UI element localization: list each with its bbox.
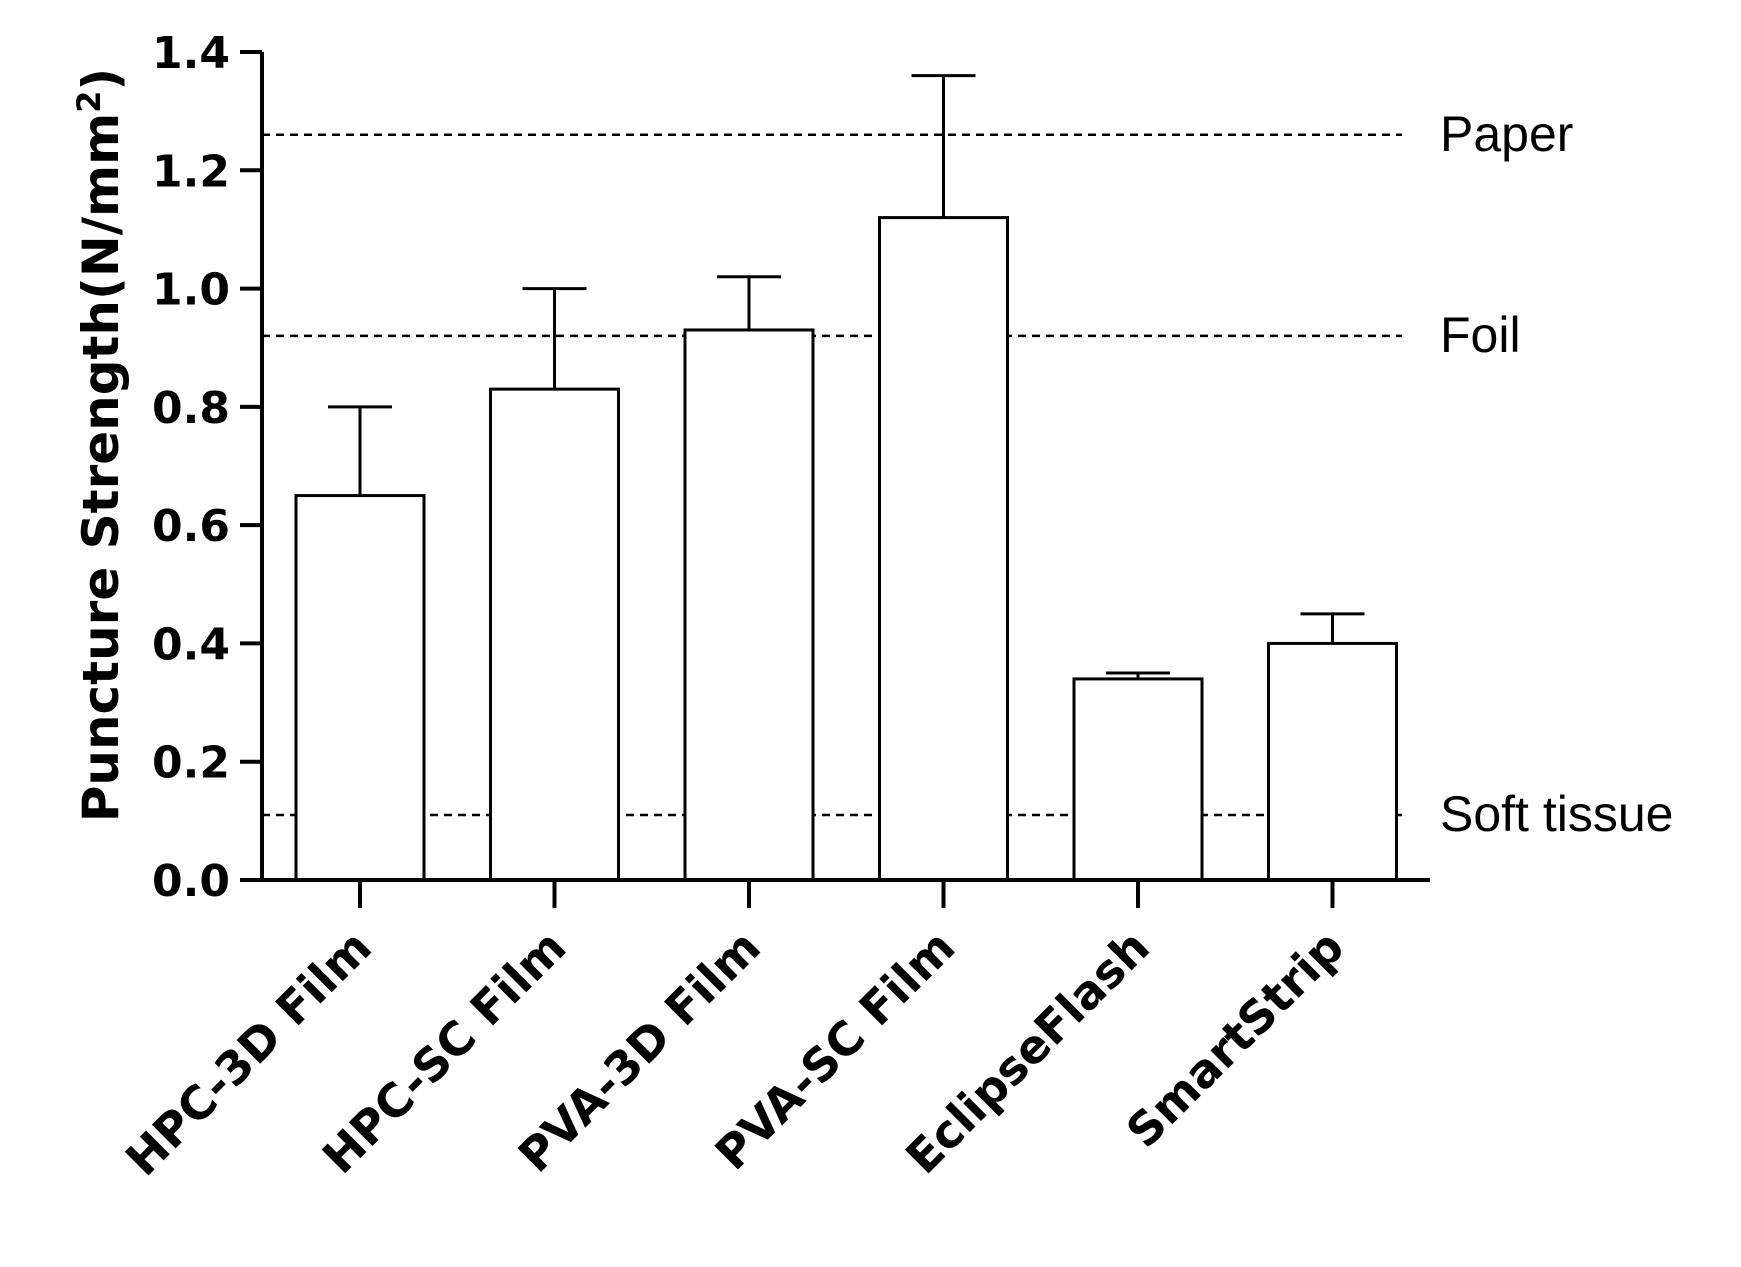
- y-axis-label-superscript: 2: [70, 91, 108, 113]
- reference-label-foil: Foil: [1440, 307, 1521, 363]
- bar-1: [489, 387, 620, 882]
- y-tick-label-1: 0.2: [152, 738, 230, 789]
- y-tick-label-2: 0.4: [152, 619, 230, 670]
- y-axis-label-suffix: ): [72, 68, 130, 91]
- reference-label-soft-tissue: Soft tissue: [1440, 786, 1673, 842]
- bar-3: [878, 216, 1009, 882]
- y-tick-label-0: 0.0: [152, 856, 230, 907]
- y-tick-label-3: 0.6: [152, 501, 230, 552]
- reference-label-paper: Paper: [1440, 106, 1573, 162]
- y-tick-label-4: 0.8: [152, 383, 230, 434]
- bar-0: [294, 494, 426, 882]
- bar-2: [683, 328, 815, 882]
- y-tick-label-5: 1.0: [152, 265, 230, 316]
- bar-4: [1072, 677, 1204, 882]
- plot-area: Paper Foil Soft tissue 0.0 0.2 0.4 0.6 0.8 1.0 1.…: [115, 28, 1673, 1186]
- bar-5: [1267, 641, 1398, 882]
- y-axis-label-text: Puncture Strength(N/mm: [72, 113, 130, 822]
- y-tick-label-7: 1.4: [152, 28, 230, 79]
- y-axis-label: Puncture Strength(N/mm2): [70, 68, 130, 823]
- y-tick-label-6: 1.2: [152, 146, 230, 197]
- svg-text:Puncture Strength(N/mm2): Puncture Strength(N/mm2): [70, 68, 130, 823]
